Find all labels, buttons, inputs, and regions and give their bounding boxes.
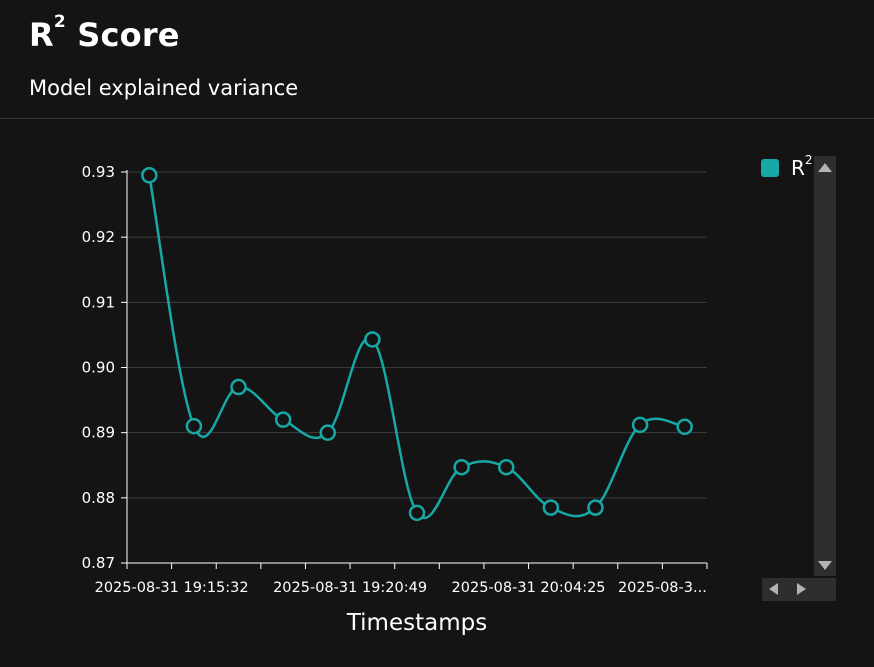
arrow-down-icon[interactable] <box>818 561 832 570</box>
legend-label: R2 <box>791 153 813 180</box>
y-tick-label: 0.91 <box>82 293 115 311</box>
data-point <box>141 167 158 184</box>
legend-horizontal-scrollbar[interactable] <box>762 578 836 601</box>
x-tick-label: 2025-08-3... <box>618 580 707 596</box>
x-tick-label: 2025-08-31 19:15:32 <box>95 580 249 596</box>
data-point <box>587 499 604 516</box>
y-tick-label: 0.88 <box>82 489 115 507</box>
title-superscript: 2 <box>53 12 66 32</box>
data-point <box>542 499 560 516</box>
chart-title: R2 Score <box>29 12 180 54</box>
data-point <box>230 378 247 396</box>
data-point <box>364 331 381 348</box>
y-tick-label: 0.90 <box>82 359 115 377</box>
data-point <box>631 416 649 434</box>
arrow-right-icon[interactable] <box>797 583 806 595</box>
y-tick-label: 0.93 <box>82 163 115 181</box>
chart-subtitle: Model explained variance <box>29 76 299 100</box>
arrow-up-icon[interactable] <box>818 163 832 172</box>
title-text: R <box>29 16 54 54</box>
data-point <box>676 418 693 436</box>
data-point <box>497 458 515 476</box>
chart-header: R2 Score Model explained variance <box>0 0 874 119</box>
arrow-left-icon[interactable] <box>769 583 778 595</box>
x-tick-label: 2025-08-31 20:04:25 <box>452 580 606 596</box>
data-point <box>185 417 203 435</box>
y-tick-label: 0.87 <box>82 554 115 572</box>
data-point <box>274 411 292 428</box>
legend-swatch <box>761 159 779 177</box>
x-tick-label: 2025-08-31 19:20:49 <box>273 580 427 596</box>
y-tick-label: 0.92 <box>82 228 115 246</box>
legend-vertical-scrollbar[interactable] <box>814 156 836 576</box>
data-point <box>319 424 337 441</box>
x-axis-title: Timestamps <box>346 610 487 636</box>
y-tick-label: 0.89 <box>82 424 115 442</box>
title-rest: Score <box>65 16 180 54</box>
data-point <box>408 504 426 522</box>
legend[interactable]: R2 <box>761 153 813 180</box>
data-point <box>453 458 470 476</box>
series-line <box>148 175 685 520</box>
